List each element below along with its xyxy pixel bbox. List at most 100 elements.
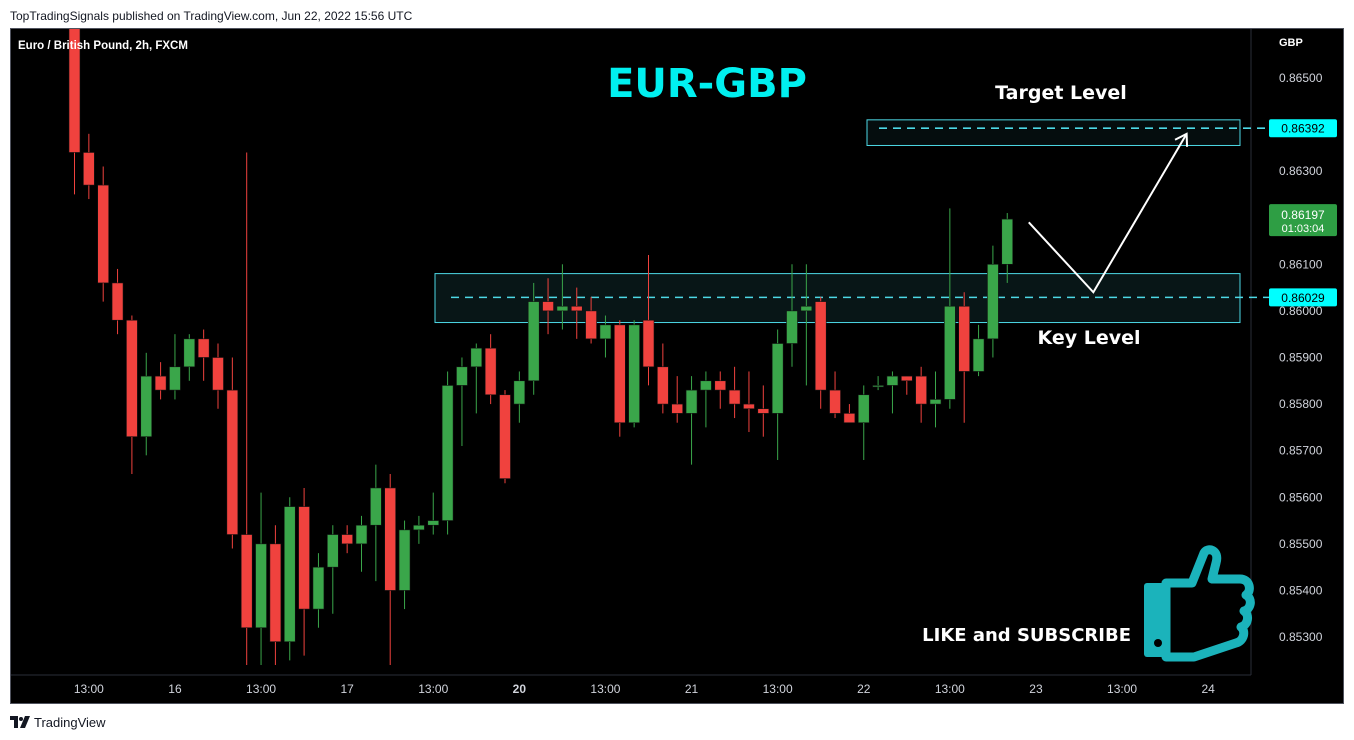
candle-body bbox=[97, 184, 109, 284]
axes-layer: 0.85300 0.85400 0.85500 0.85600 0.85700 0.858… bbox=[11, 29, 1323, 696]
candle-body bbox=[298, 506, 310, 610]
price-tick-label: 0.85900 bbox=[1279, 350, 1323, 364]
candle bbox=[326, 525, 339, 614]
candle bbox=[197, 329, 210, 381]
candle-body bbox=[154, 375, 167, 391]
candle bbox=[111, 268, 124, 335]
candle-body bbox=[470, 347, 483, 368]
candle-body bbox=[700, 380, 712, 391]
price-tick-label: 0.85600 bbox=[1279, 490, 1323, 504]
publish-info: TopTradingSignals published on TradingVi… bbox=[10, 9, 413, 23]
price-tick-label: 0.86000 bbox=[1279, 304, 1323, 318]
candle bbox=[814, 296, 827, 409]
candle bbox=[269, 525, 282, 665]
candle-body bbox=[326, 534, 339, 568]
candle-body bbox=[312, 566, 325, 610]
candle-body bbox=[857, 394, 870, 424]
chart-symbol-title: Euro / British Pound, 2h, FXCM bbox=[18, 40, 188, 52]
price-tick-label: 0.86100 bbox=[1279, 257, 1323, 271]
price-tick-label: 0.85500 bbox=[1279, 537, 1323, 551]
projection-arrowhead bbox=[1174, 132, 1189, 147]
candle bbox=[370, 464, 382, 582]
candle bbox=[929, 371, 942, 428]
time-tick-label: 22 bbox=[857, 682, 871, 696]
candle-body bbox=[513, 380, 526, 405]
candle-body bbox=[728, 389, 741, 405]
tradingview-logo-icon bbox=[10, 716, 30, 728]
candle bbox=[843, 404, 856, 424]
price-tick-label: 0.86500 bbox=[1279, 71, 1323, 85]
candle bbox=[829, 371, 841, 419]
candle-body bbox=[972, 338, 985, 372]
candle-body bbox=[556, 305, 569, 312]
candle bbox=[800, 264, 813, 386]
candle-body bbox=[671, 403, 684, 414]
candle-body bbox=[384, 487, 397, 591]
candle-body bbox=[169, 366, 181, 391]
candle bbox=[183, 334, 196, 381]
candle bbox=[972, 324, 985, 377]
candle bbox=[97, 166, 109, 302]
candle-body bbox=[126, 319, 138, 437]
target-price-tag: 0.86392 bbox=[1281, 122, 1325, 136]
candle bbox=[570, 287, 583, 339]
time-tick-label: 23 bbox=[1029, 682, 1043, 696]
candle bbox=[599, 315, 612, 358]
price-tick-label: 0.85300 bbox=[1279, 630, 1323, 644]
candle-body bbox=[958, 305, 971, 372]
candle bbox=[987, 245, 999, 358]
candle bbox=[671, 376, 684, 423]
key-price-tag: 0.86029 bbox=[1281, 291, 1325, 305]
candle-body bbox=[68, 29, 81, 153]
cta-text: LIKE and SUBSCRIBE bbox=[922, 625, 1131, 646]
candle-body bbox=[585, 310, 597, 340]
candle bbox=[857, 385, 870, 460]
chart-frame[interactable]: 0.85300 0.85400 0.85500 0.85600 0.85700 0.858… bbox=[10, 28, 1344, 704]
candle bbox=[456, 357, 468, 447]
candle-body bbox=[255, 543, 267, 629]
candle-body bbox=[800, 305, 813, 312]
projection-path bbox=[1028, 133, 1188, 294]
candle-body bbox=[341, 534, 353, 545]
time-tick-label: 16 bbox=[168, 682, 182, 696]
time-tick-label: 17 bbox=[340, 682, 354, 696]
candle bbox=[212, 343, 224, 409]
candle bbox=[83, 133, 95, 200]
candlestick-chart[interactable]: 0.85300 0.85400 0.85500 0.85600 0.85700 0.858… bbox=[11, 29, 1343, 703]
candle-body bbox=[657, 366, 669, 405]
candle bbox=[68, 29, 81, 195]
candle-body bbox=[843, 413, 856, 424]
candle-body bbox=[527, 301, 540, 382]
candle bbox=[786, 264, 798, 367]
candle-body bbox=[427, 520, 440, 526]
time-tick-label: 13:00 bbox=[246, 682, 276, 696]
time-tick-label: 20 bbox=[513, 682, 527, 696]
candle bbox=[585, 296, 597, 344]
candle-body bbox=[743, 403, 755, 410]
time-tick-label: 13:00 bbox=[935, 682, 965, 696]
candles-layer bbox=[68, 29, 1014, 665]
footer-brand: TradingView bbox=[34, 714, 106, 730]
candle-body bbox=[599, 324, 612, 340]
candle-body bbox=[441, 385, 454, 521]
candle bbox=[556, 264, 569, 330]
candle-body bbox=[628, 324, 640, 424]
candle-body bbox=[829, 389, 841, 414]
candle bbox=[743, 371, 755, 433]
candle bbox=[886, 371, 899, 414]
thumbs-up-icon bbox=[1144, 545, 1255, 662]
candle bbox=[1001, 213, 1014, 283]
candle-body bbox=[413, 524, 425, 531]
candle-body bbox=[542, 301, 554, 312]
candle-body bbox=[212, 357, 224, 391]
countdown-tag: 01:03:04 bbox=[1282, 223, 1325, 235]
candle bbox=[341, 525, 353, 554]
candle bbox=[240, 152, 253, 665]
candle-body bbox=[140, 375, 153, 437]
last-price-tag-bg bbox=[1269, 204, 1337, 237]
candle-body bbox=[398, 529, 411, 591]
price-tick-label: 0.85800 bbox=[1279, 397, 1323, 411]
candle-body bbox=[269, 543, 282, 643]
candle bbox=[283, 497, 296, 661]
